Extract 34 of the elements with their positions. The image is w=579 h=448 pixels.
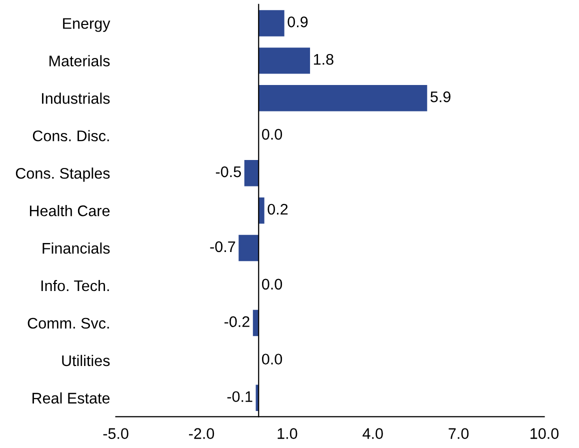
x-tick-label: 1.0 (278, 428, 298, 439)
y-tick-label: Utilities (62, 354, 110, 366)
y-tick-label: Financials (42, 242, 110, 254)
data-label: 0.2 (268, 204, 288, 215)
y-tick-label: Cons. Disc. (32, 130, 109, 142)
y-tick-label: Industrials (42, 92, 110, 104)
data-label: -0.5 (216, 166, 241, 178)
data-label: -0.2 (224, 316, 250, 328)
y-tick-label: Materials (50, 55, 110, 66)
y-tick-label: Energy (63, 18, 110, 32)
y-tick-label: Real Estate (32, 392, 110, 404)
data-label: 0.0 (262, 128, 282, 140)
y-tick-label: Comm. Svc. (28, 318, 109, 329)
data-label: -0.7 (210, 241, 236, 252)
bar (244, 160, 259, 186)
x-tick-label: 10.0 (530, 428, 559, 439)
bar (258, 48, 310, 74)
data-label: 5.9 (430, 91, 450, 102)
x-tick-label: -5.0 (103, 428, 128, 439)
data-label: -0.1 (227, 391, 252, 402)
bar (258, 85, 428, 112)
bar (258, 197, 264, 224)
y-tick-label: Health Care (30, 205, 110, 216)
bar (238, 234, 259, 262)
data-label: 1.8 (314, 54, 334, 65)
data-label: 0.9 (288, 16, 308, 28)
y-tick-label: Info. Tech. (41, 280, 109, 292)
data-label: 0.0 (262, 354, 282, 365)
x-tick-label: 4.0 (362, 428, 383, 439)
data-label: 0.0 (262, 278, 282, 290)
y-tick-label: Cons. Staples (16, 168, 110, 182)
x-tick-label: -2.0 (189, 428, 214, 439)
x-tick-label: 7.0 (448, 428, 469, 439)
bar (258, 10, 284, 36)
